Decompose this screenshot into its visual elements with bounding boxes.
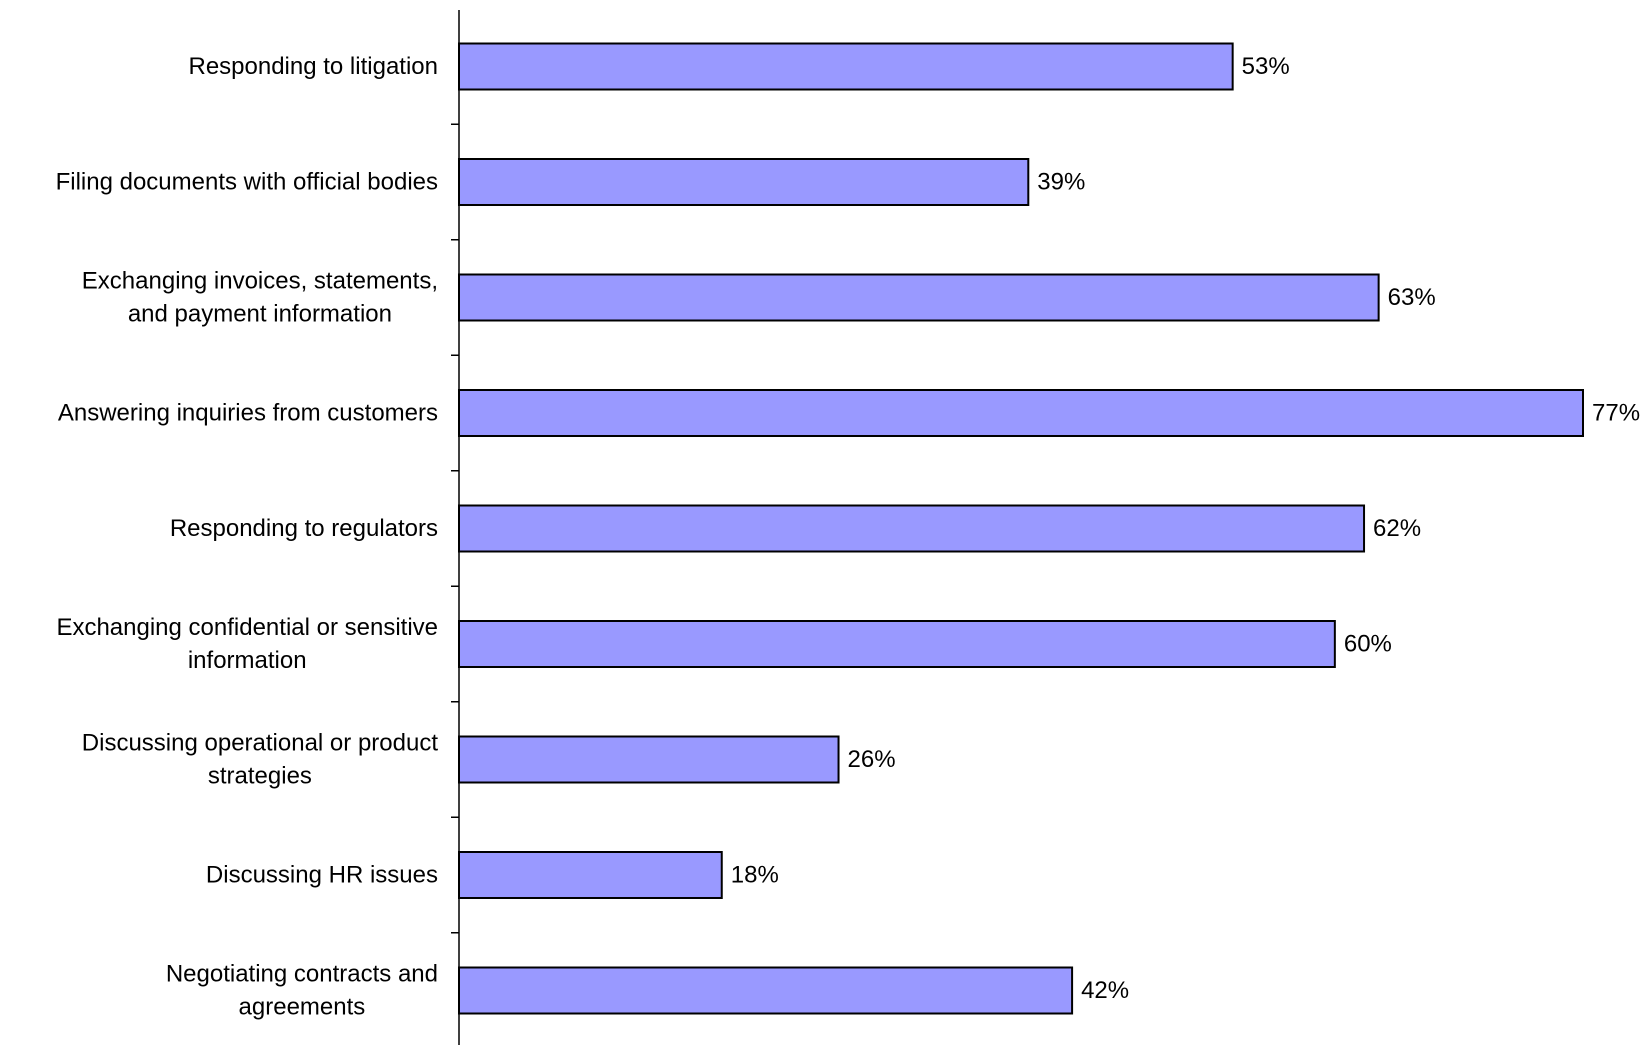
category-label-line: Exchanging invoices, statements, [82, 268, 438, 295]
category-label-line: Answering inquiries from customers [58, 400, 438, 427]
category-label: Discussing HR issues [206, 862, 438, 889]
category-label: Exchanging confidential or sensitive info… [56, 614, 438, 674]
data-label: 53% [1242, 53, 1290, 80]
data-label: 62% [1373, 515, 1421, 542]
category-label-line: and payment information [128, 301, 392, 328]
data-label: 77% [1592, 400, 1640, 427]
category-label-line: Exchanging confidential or sensitive [56, 614, 438, 641]
category-label-line: strategies [208, 763, 312, 790]
category-label-line: Filing documents with official bodies [56, 169, 438, 196]
category-label: Negotiating contracts and agreements [166, 961, 438, 1021]
bar [458, 851, 723, 899]
category-label-line: Responding to litigation [188, 53, 438, 80]
data-label: 60% [1344, 631, 1392, 658]
data-label: 18% [731, 862, 779, 889]
category-label-line: Negotiating contracts and [166, 961, 438, 988]
category-label: Responding to litigation [188, 53, 438, 80]
bar [458, 273, 1380, 322]
data-label: 26% [848, 746, 896, 773]
category-label-line: Discussing operational or product [82, 730, 439, 757]
category-label: Exchanging invoices, statements, and paym… [82, 268, 438, 328]
category-label: Filing documents with official bodies [56, 169, 438, 196]
bar [458, 158, 1030, 206]
bar [458, 42, 1234, 91]
data-label: 42% [1081, 977, 1129, 1004]
data-label: 39% [1037, 169, 1085, 196]
bar [458, 504, 1366, 553]
data-label: 63% [1388, 284, 1436, 311]
bar [458, 620, 1336, 668]
category-label-line: agreements [239, 994, 366, 1021]
bar [458, 966, 1074, 1015]
category-label-line: Responding to regulators [170, 515, 438, 542]
category-label: Answering inquiries from customers [58, 400, 438, 427]
bar [458, 389, 1584, 437]
category-label-line: information [188, 647, 307, 674]
category-label-line: Discussing HR issues [206, 862, 438, 889]
label-layer: 53% Responding to litigation 39% Filing doc… [56, 53, 1640, 1021]
bar-layer [458, 42, 1584, 1015]
bar [458, 735, 840, 784]
axis-layer [451, 10, 460, 1045]
category-label: Responding to regulators [170, 515, 438, 542]
category-label: Discussing operational or product strateg… [82, 730, 439, 790]
